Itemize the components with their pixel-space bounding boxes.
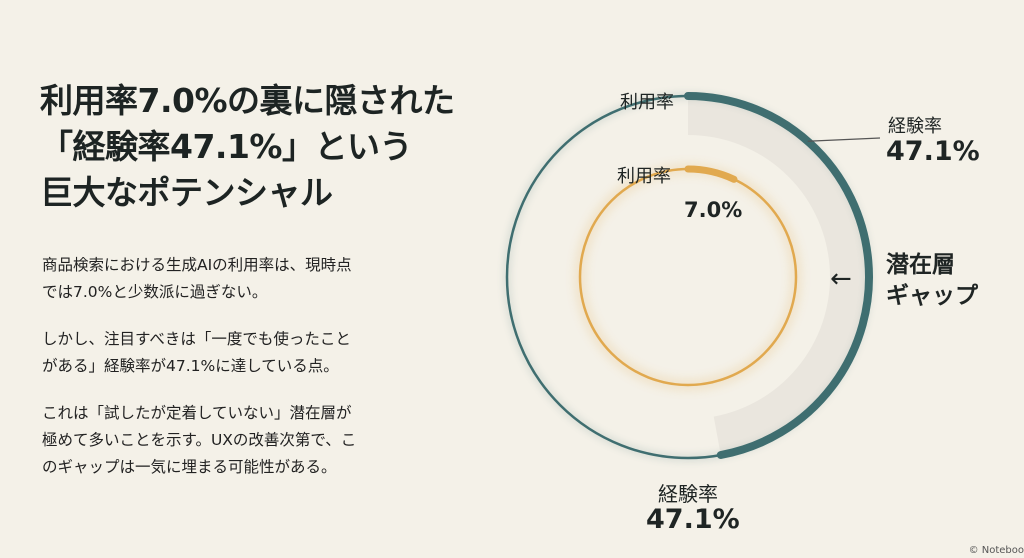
experience-callout-line (807, 137, 881, 142)
gap-label: 潜在層 ギャップ (886, 250, 978, 312)
title-line-2: 「経験率47.1%」という (40, 127, 413, 166)
page-title: 利用率7.0%の裏に隠された 「経験率47.1%」という 巨大なポテンシャル (40, 78, 500, 216)
paragraph-line: のギャップは一気に埋まる可能性がある。 (42, 458, 337, 476)
paragraph-3: これは「試したが定着していない」潜在層が 極めて多いことを示す。UXの改善次第で… (42, 400, 462, 481)
description: 商品検索における生成AIの利用率は、現時点 では7.0%と少数派に過ぎない。 し… (42, 252, 462, 501)
potential-gap-band (688, 98, 867, 454)
gap-label-line: 潜在層 (886, 252, 955, 278)
paragraph-line: 商品検索における生成AIの利用率は、現時点 (42, 256, 352, 274)
paragraph-2: しかし、注目すべきは「一度でも使ったこと がある」経験率が47.1%に達している… (42, 326, 462, 380)
outer-usage-label: 利用率 (620, 92, 674, 113)
paragraph-1: 商品検索における生成AIの利用率は、現時点 では7.0%と少数派に過ぎない。 (42, 252, 462, 306)
bottom-experience-value: 47.1% (646, 504, 740, 535)
usage-rate-arc (684, 165, 738, 183)
paragraph-line: 極めて多いことを示す。UXの改善次第で、こ (42, 431, 357, 449)
bottom-experience-label: 経験率 (658, 482, 718, 506)
paragraph-line: では7.0%と少数派に過ぎない。 (42, 283, 268, 301)
footer-credit: © NotebookLM (968, 545, 1024, 556)
experience-label: 経験率 (888, 116, 942, 137)
experience-value: 47.1% (886, 136, 980, 167)
gap-label-line: ギャップ (886, 283, 978, 309)
title-line-3: 巨大なポテンシャル (40, 173, 333, 212)
title-line-1: 利用率7.0%の裏に隠された (40, 81, 455, 120)
inner-usage-label: 利用率 (617, 166, 671, 187)
paragraph-line: がある」経験率が47.1%に達している点。 (42, 357, 339, 375)
paragraph-line: しかし、注目すべきは「一度でも使ったこと (42, 330, 351, 348)
experience-rate-arc (684, 92, 873, 460)
left-arrow-icon: ← (830, 264, 852, 294)
paragraph-line: これは「試したが定着していない」潜在層が (42, 404, 352, 422)
usage-value: 7.0% (684, 198, 743, 222)
